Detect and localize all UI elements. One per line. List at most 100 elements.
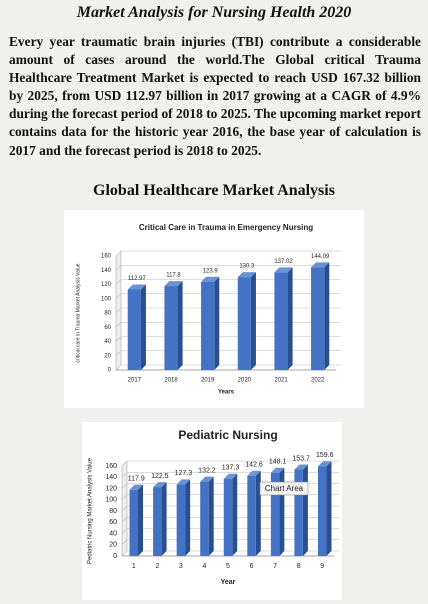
data-label: 117.9	[128, 476, 145, 483]
x-tick-label: 2021	[274, 378, 288, 384]
bar-side	[326, 461, 332, 556]
y-tick-label: 160	[105, 463, 117, 470]
y-tick-label: 120	[101, 282, 112, 288]
bar-side	[208, 476, 214, 556]
grid-line	[121, 460, 339, 467]
y-tick-label: 20	[104, 353, 111, 359]
grid-line	[115, 250, 341, 257]
data-label: 132.2	[198, 467, 216, 474]
y-tick-label: 40	[104, 339, 111, 345]
x-tick-label: 4	[202, 563, 206, 570]
chart-title: Critical Care in Trauma in Emergency Nur…	[139, 223, 313, 232]
bar-top	[294, 464, 308, 470]
paragraph: Every year traumatic brain injuries (TBI…	[9, 34, 421, 158]
bar	[200, 481, 209, 556]
heading: Market Analysis for Nursing Health 2020	[76, 4, 352, 21]
y-tick-label: 100	[101, 296, 112, 302]
bar	[247, 475, 256, 556]
data-label: 112.97	[128, 276, 147, 282]
bar-top	[274, 267, 293, 273]
data-label: 142.6	[245, 462, 263, 469]
bar-top	[200, 476, 214, 482]
x-tick-label: 2018	[164, 378, 178, 384]
bar	[294, 469, 303, 556]
grid-line	[121, 528, 339, 534]
y-tick-label: 60	[104, 325, 111, 331]
chart: Pediatric Nursing Pediatric Nursing Marke…	[82, 422, 342, 600]
bar	[176, 484, 186, 556]
grid-line	[115, 321, 341, 328]
grid-line	[115, 279, 341, 285]
x-tick-label: 6	[250, 563, 254, 570]
x-tick-label: 1	[132, 563, 136, 570]
bar-top	[127, 284, 146, 290]
section-title: Global Healthcare Market Analysis	[93, 182, 335, 199]
x-tick-label: 7	[273, 563, 277, 570]
y-tick-label: 80	[104, 311, 111, 317]
grid-line	[115, 264, 341, 271]
bar	[274, 272, 288, 370]
grid-line	[115, 293, 341, 299]
y-tick-label: 140	[101, 268, 112, 274]
bar-top	[201, 276, 220, 282]
bar-side	[214, 276, 220, 370]
bar-side	[161, 482, 167, 556]
bar	[164, 286, 178, 370]
bar-top	[164, 281, 183, 287]
x-tick-label: 8	[297, 563, 301, 570]
bar	[223, 478, 233, 556]
bar	[317, 466, 327, 556]
x-tick-label: 2020	[238, 378, 252, 384]
grid-line	[115, 350, 341, 356]
data-label: 144.09	[311, 254, 330, 260]
bar-top	[311, 262, 330, 268]
grid-line	[121, 471, 339, 478]
bar	[311, 267, 325, 370]
bar-top	[129, 484, 144, 490]
x-tick-label: 2019	[201, 378, 215, 384]
bar-top	[237, 272, 256, 278]
grid-line	[115, 364, 341, 371]
data-label: 137.3	[222, 465, 240, 472]
data-label: 127.3	[175, 470, 193, 477]
y-axis-label: critical care in Trauma Market Analysis …	[75, 263, 81, 362]
grid-line	[121, 539, 339, 545]
y-tick-label: 20	[109, 542, 117, 549]
bar	[237, 277, 251, 370]
bar	[201, 281, 215, 370]
tooltip: Chart Area	[265, 484, 304, 493]
bar-side	[185, 479, 191, 556]
data-label: 148.1	[269, 459, 287, 466]
bar	[127, 289, 141, 370]
bar-side	[138, 484, 144, 556]
y-tick-label: 120	[105, 485, 117, 492]
bar-side	[140, 284, 146, 370]
y-tick-label: 0	[113, 553, 117, 560]
y-tick-label: 140	[105, 474, 117, 481]
x-tick-label: 9	[320, 563, 324, 570]
grid-line	[121, 550, 339, 557]
y-tick-label: 100	[105, 497, 117, 504]
grid-line	[115, 307, 341, 314]
chart-title: Pediatric Nursing	[178, 428, 277, 442]
y-tick-label: 0	[108, 368, 112, 374]
bar	[153, 487, 162, 556]
x-tick-label: 2	[155, 563, 159, 570]
x-tick-label: 5	[226, 563, 230, 570]
x-tick-label: 2017	[128, 378, 142, 384]
x-tick-label: 3	[179, 563, 183, 570]
grid-line	[121, 505, 339, 512]
data-label: 122.5	[151, 473, 169, 480]
bar-top	[317, 461, 332, 467]
bar-side	[302, 464, 308, 556]
bar	[129, 489, 139, 556]
x-tick-label: 2022	[311, 378, 325, 384]
x-axis-label: Years	[218, 390, 235, 396]
tooltip-box	[259, 481, 309, 496]
bar-side	[250, 272, 256, 370]
data-label: 159.6	[316, 452, 334, 459]
bar-top	[223, 473, 238, 479]
y-tick-label: 80	[109, 508, 117, 515]
y-axis-label: Pediatric Nursing Market Analysis Value	[88, 457, 94, 564]
data-label: 153.7	[292, 455, 310, 462]
